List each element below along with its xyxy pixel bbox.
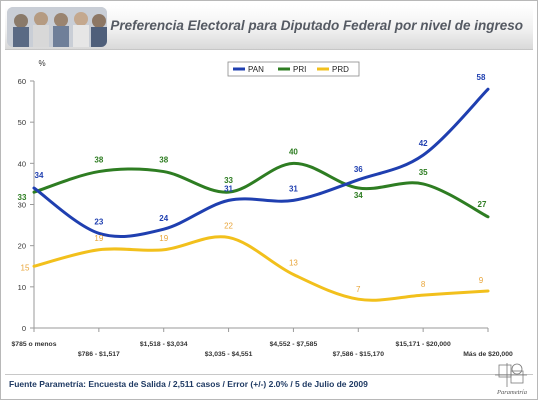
chart-axes: 0 10 20 30 40 50 60% $785 o menos $786 - $1,517 $…: [12, 59, 513, 358]
data-label-pri: 27: [478, 200, 487, 209]
x-tick-label: $15,171 - $20,000: [396, 341, 451, 348]
data-label-prd: 8: [421, 280, 426, 289]
data-label-pan: 34: [35, 171, 44, 180]
x-tick-label: $4,552 - $7,585: [270, 341, 318, 348]
x-tick-label: $3,035 - $4,551: [205, 351, 253, 358]
legend-entry-pan: PAN: [248, 65, 264, 74]
header-photo-image: [7, 7, 107, 47]
series-line-pri: [32, 161, 490, 219]
data-label-pri: 33: [18, 193, 27, 202]
data-label-pri: 40: [289, 147, 298, 156]
y-tick-label: 50: [18, 118, 26, 127]
data-label-pan: 36: [354, 165, 363, 174]
series-line-prd: [32, 235, 490, 302]
y-tick-label: 60: [18, 77, 26, 86]
data-labels: 34 23 24 31 31 36 42 58 33 38 38 33 40 34 35 27 15 19 19 22…: [18, 73, 487, 294]
x-tick-label: Más de $20,000: [463, 351, 513, 358]
data-label-pri: 35: [419, 168, 428, 177]
header-photo: [7, 7, 107, 47]
series-lines: [32, 87, 490, 302]
x-tick-label: $785 o menos: [12, 341, 57, 348]
data-label-pri: 34: [354, 191, 363, 200]
data-label-prd: 7: [356, 285, 361, 294]
data-label-prd: 13: [289, 258, 298, 267]
y-tick-label: 40: [18, 159, 26, 168]
data-label-pan: 31: [289, 184, 298, 193]
data-label-pan: 24: [159, 214, 168, 223]
header-bar: Preferencia Electoral para Diputado Fede…: [5, 5, 533, 50]
x-tick-label: $786 - $1,517: [78, 351, 120, 358]
data-label-pan: 42: [419, 139, 428, 148]
y-tick-label: 10: [18, 283, 26, 292]
data-label-prd: 22: [224, 221, 233, 230]
y-axis-label: %: [38, 59, 45, 68]
legend-entry-prd: PRD: [332, 65, 349, 74]
legend: PAN PRI PRD: [227, 61, 360, 77]
data-label-prd: 15: [21, 263, 30, 272]
data-label-prd: 9: [479, 276, 484, 285]
chart-title: Preferencia Electoral para Diputado Fede…: [110, 18, 523, 33]
legend-entry-pri: PRI: [293, 65, 306, 74]
y-tick-label: 30: [18, 201, 26, 210]
data-label-pri: 38: [94, 156, 103, 165]
y-tick-label: 20: [18, 242, 26, 251]
x-tick-label: $7,586 - $15,170: [333, 351, 385, 358]
data-label-pri: 38: [159, 156, 168, 165]
logo-text: Parametría: [496, 389, 527, 396]
data-label-prd: 19: [94, 234, 103, 243]
legend-box: [227, 61, 360, 77]
footer-source: Fuente Parametría: Encuesta de Salida / …: [9, 379, 368, 389]
x-tick-label: $1,518 - $3,034: [140, 341, 188, 348]
footer-divider: [5, 374, 533, 375]
data-label-pan: 23: [94, 217, 103, 226]
y-tick-label: 0: [22, 324, 26, 333]
series-line-pan: [32, 87, 490, 239]
data-label-pri: 33: [224, 176, 233, 185]
parametria-logo: Parametría: [495, 363, 527, 396]
data-label-prd: 19: [159, 234, 168, 243]
data-label-pan: 58: [477, 73, 486, 82]
data-label-pan: 31: [224, 184, 233, 193]
